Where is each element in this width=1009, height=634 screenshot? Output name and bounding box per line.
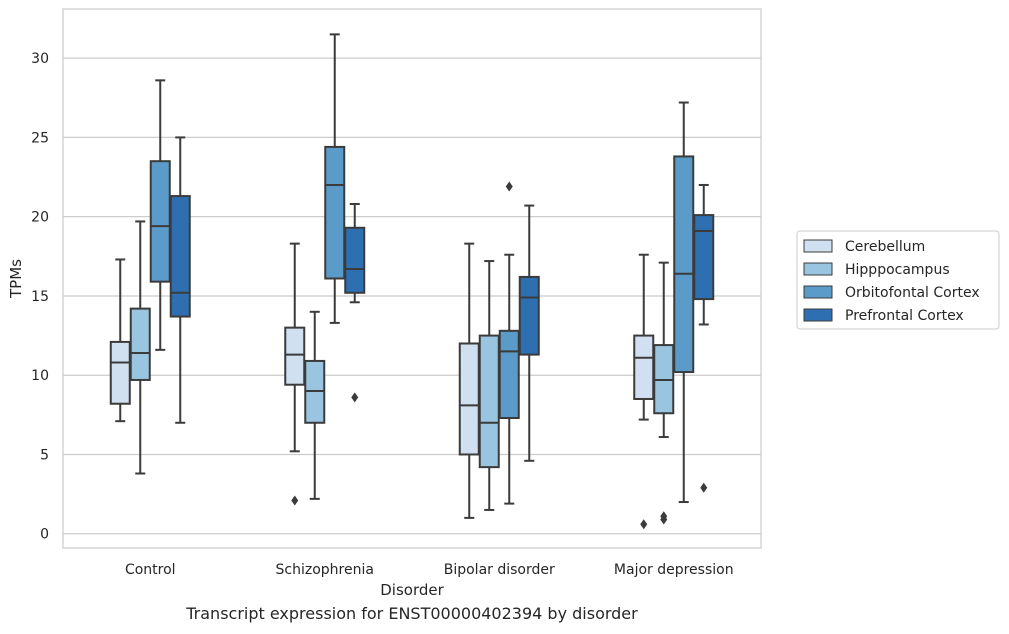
y-axis-label: TPMs bbox=[7, 259, 25, 299]
y-tick-label: 15 bbox=[31, 289, 49, 305]
box-group bbox=[284, 242, 306, 506]
legend-label: Hipppocampus bbox=[845, 262, 950, 278]
box bbox=[284, 326, 306, 386]
outlier-point bbox=[291, 495, 299, 506]
legend-swatch bbox=[803, 308, 833, 322]
box bbox=[478, 334, 500, 469]
y-tick-label: 5 bbox=[40, 447, 49, 463]
x-tick-label: Schizophrenia bbox=[276, 562, 374, 578]
y-tick-label: 10 bbox=[31, 368, 49, 384]
legend-label: Orbitofontal Cortex bbox=[845, 285, 980, 301]
box bbox=[673, 155, 695, 374]
x-axis-label: Disorder bbox=[380, 581, 444, 599]
box-group bbox=[169, 136, 191, 424]
legend-swatch bbox=[803, 239, 833, 253]
x-tick-labels: Control Schizophrenia Bipolar disorder Majo… bbox=[125, 562, 734, 578]
box bbox=[149, 160, 171, 283]
box bbox=[518, 275, 540, 356]
box-group bbox=[129, 220, 151, 475]
legend-frame bbox=[796, 230, 1000, 330]
legend-swatch bbox=[803, 285, 833, 299]
plot-frame bbox=[62, 8, 762, 549]
box-group bbox=[324, 33, 346, 324]
outlier-point bbox=[505, 181, 513, 192]
x-tick-label: Major depression bbox=[614, 562, 734, 578]
box bbox=[633, 334, 655, 400]
x-tick-label: Bipolar disorder bbox=[444, 562, 555, 578]
outlier-point bbox=[660, 511, 668, 522]
legend-label: Prefrontal Cortex bbox=[845, 308, 964, 324]
legend-label: Cerebellum bbox=[845, 239, 925, 255]
y-tick-label: 20 bbox=[31, 210, 49, 226]
gridlines bbox=[63, 57, 761, 535]
box-group bbox=[633, 253, 655, 530]
box bbox=[109, 340, 131, 405]
box-group bbox=[344, 202, 366, 403]
box bbox=[458, 342, 480, 456]
figure-caption: Transcript expression for ENST0000040239… bbox=[186, 604, 638, 623]
box-group bbox=[304, 310, 326, 500]
box bbox=[129, 307, 151, 381]
y-tick-label: 25 bbox=[31, 130, 49, 146]
y-tick-label: 30 bbox=[31, 51, 49, 67]
box-group bbox=[458, 242, 480, 519]
outlier-point bbox=[351, 392, 359, 403]
x-tick-label: Control bbox=[125, 562, 176, 578]
box-group bbox=[498, 181, 520, 505]
box-group bbox=[149, 79, 171, 351]
box-group bbox=[653, 261, 675, 525]
box bbox=[169, 195, 191, 318]
box bbox=[324, 145, 346, 280]
box bbox=[693, 214, 715, 301]
outlier-point bbox=[700, 482, 708, 493]
box-group bbox=[478, 260, 500, 511]
y-tick-label: 0 bbox=[40, 527, 49, 543]
legend-swatch bbox=[803, 262, 833, 276]
box bbox=[344, 226, 366, 294]
y-tick-labels: 0 5 10 15 20 25 30 bbox=[31, 51, 49, 543]
legend: Cerebellum Hipppocampus Orbitofontal Corte… bbox=[796, 230, 1000, 330]
outlier-point bbox=[640, 519, 648, 530]
boxes bbox=[109, 33, 715, 530]
box-group bbox=[518, 204, 540, 462]
box-group bbox=[109, 258, 131, 423]
box-group bbox=[693, 183, 715, 493]
box bbox=[498, 329, 520, 420]
box-group bbox=[673, 101, 695, 504]
